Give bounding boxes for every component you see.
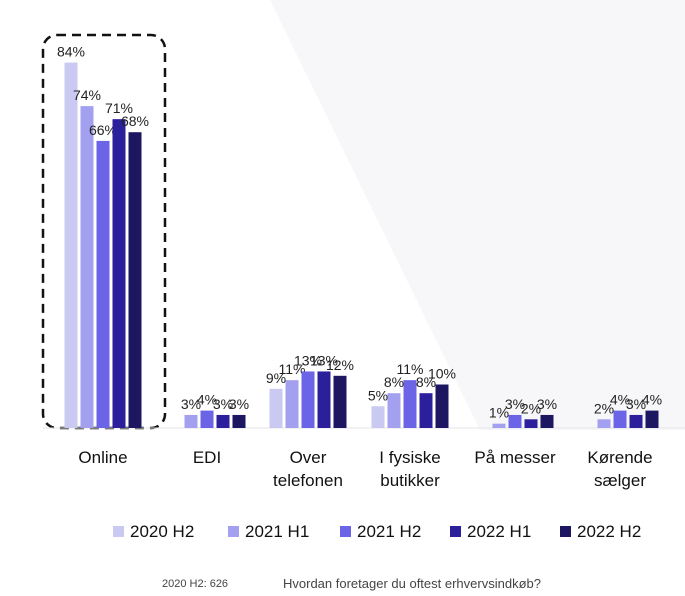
data-label: 11%	[397, 361, 424, 377]
bar	[492, 423, 506, 428]
legend-label: 2022 H2	[577, 522, 642, 541]
legend-item: 2021 H1	[228, 522, 309, 542]
legend-item: 2022 H1	[450, 522, 531, 542]
bar	[597, 419, 611, 428]
bar	[524, 419, 538, 428]
x-tick-label: Kørende sælger	[587, 448, 653, 490]
data-label: 9%	[266, 370, 286, 386]
bar	[269, 388, 283, 428]
data-label: 3%	[181, 396, 201, 412]
background-shape	[270, 0, 685, 430]
data-label: 13%	[294, 352, 322, 368]
bar	[200, 410, 214, 428]
x-tick-label: EDI	[192, 448, 222, 467]
data-label: 71%	[105, 100, 133, 116]
x-tick-label: På messer	[474, 448, 556, 467]
bar	[216, 414, 230, 428]
bar	[96, 140, 110, 428]
data-label: 3%	[213, 396, 233, 412]
data-label: 4%	[642, 392, 662, 408]
bar	[301, 371, 315, 428]
legend-label: 2021 H1	[245, 522, 310, 541]
legend-item: 2020 H2	[113, 522, 194, 542]
legend-label: 2021 H2	[357, 522, 422, 541]
data-label: 3%	[626, 396, 646, 412]
data-label: 4%	[197, 392, 217, 408]
bar	[317, 371, 331, 428]
bar	[80, 106, 94, 428]
data-label: 10%	[428, 366, 456, 382]
bar	[112, 119, 126, 429]
data-label: 3%	[537, 396, 557, 412]
bar	[613, 410, 627, 428]
legend-swatch	[560, 526, 571, 537]
bar	[232, 414, 246, 428]
legend-label: 2020 H2	[130, 522, 195, 541]
data-label: 74%	[73, 87, 101, 103]
x-tick-label: I fysiske butikker	[379, 448, 441, 490]
highlight-box	[41, 33, 167, 430]
legend-swatch	[228, 526, 239, 537]
bar	[333, 375, 347, 428]
bar	[184, 414, 198, 428]
bar	[371, 406, 385, 428]
x-tick-label: Online	[78, 448, 128, 467]
bar	[629, 414, 643, 428]
bar	[419, 393, 433, 428]
data-label: 11%	[279, 361, 306, 377]
data-label: 13%	[310, 352, 338, 368]
data-label: 12%	[326, 357, 354, 373]
legend-swatch	[340, 526, 351, 537]
bar	[645, 410, 659, 428]
bar	[435, 384, 449, 428]
data-label: 68%	[121, 113, 149, 129]
data-label: 2%	[521, 400, 541, 416]
x-tick-label: Over telefonen	[273, 448, 343, 490]
legend-swatch	[113, 526, 124, 537]
footer-base: 2020 H2: 626	[162, 578, 229, 590]
footer-question: Hvordan foretager du oftest erhvervsindk…	[283, 576, 541, 591]
legend-label: 2022 H1	[467, 522, 532, 541]
data-label: 2%	[594, 400, 614, 416]
data-label: 1%	[489, 405, 509, 421]
bar	[508, 414, 522, 428]
bar	[64, 62, 78, 428]
bar	[540, 414, 554, 428]
data-label: 84%	[57, 44, 85, 60]
bar	[403, 380, 417, 428]
data-label: 4%	[610, 392, 630, 408]
bar	[285, 380, 299, 428]
legend-item: 2021 H2	[340, 522, 421, 542]
data-label: 3%	[505, 396, 525, 412]
data-label: 66%	[89, 122, 117, 138]
data-label: 3%	[229, 396, 249, 412]
data-label: 8%	[416, 374, 436, 390]
bar	[128, 132, 142, 428]
data-label: 8%	[384, 374, 404, 390]
legend-item: 2022 H2	[560, 522, 641, 542]
data-label: 5%	[368, 387, 388, 403]
bar	[387, 393, 401, 428]
legend-swatch	[450, 526, 461, 537]
